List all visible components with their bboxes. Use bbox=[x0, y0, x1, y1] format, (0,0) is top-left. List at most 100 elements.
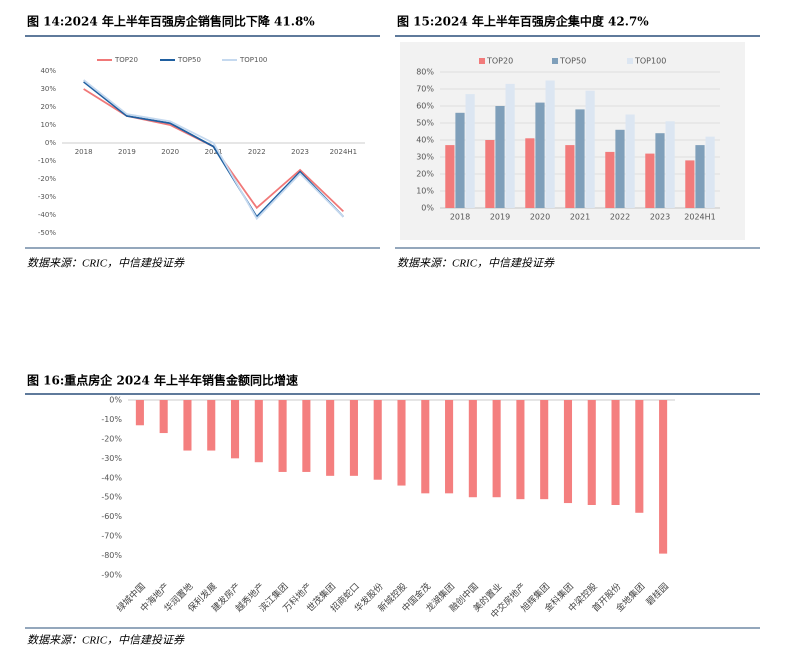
bar bbox=[565, 145, 575, 208]
bar bbox=[421, 400, 430, 494]
y-tick-label: -20% bbox=[38, 175, 56, 183]
legend-label: TOP100 bbox=[634, 57, 666, 66]
bar bbox=[492, 400, 501, 498]
bar bbox=[535, 102, 545, 208]
x-tick-label: 2022 bbox=[248, 148, 266, 156]
y-tick-label: -10% bbox=[101, 415, 122, 424]
bar bbox=[611, 400, 620, 505]
bar bbox=[575, 109, 585, 208]
y-tick-label: -30% bbox=[38, 193, 56, 201]
y-tick-label: 10% bbox=[40, 121, 56, 129]
x-tick-label: 2020 bbox=[161, 148, 179, 156]
bar bbox=[397, 400, 406, 486]
legend-label: TOP50 bbox=[559, 57, 586, 66]
y-tick-label: 20% bbox=[416, 170, 434, 179]
bar bbox=[665, 121, 675, 208]
bar bbox=[159, 400, 168, 434]
x-tick-label: 2023 bbox=[650, 213, 670, 222]
bar bbox=[563, 400, 573, 504]
y-tick-label: -10% bbox=[38, 157, 56, 165]
bar bbox=[655, 133, 665, 208]
x-tick-label: 2018 bbox=[450, 213, 470, 222]
bar bbox=[587, 400, 596, 505]
bar bbox=[445, 400, 454, 494]
y-tick-label: -40% bbox=[101, 473, 122, 482]
y-tick-label: 0% bbox=[421, 204, 434, 213]
y-tick-label: -90% bbox=[101, 571, 122, 580]
figure-title: 图 14:2024 年上半年百强房企销售同比下降 41.8% bbox=[27, 14, 315, 29]
line bbox=[83, 79, 344, 221]
bar bbox=[254, 400, 263, 463]
bar bbox=[635, 400, 644, 513]
x-tick-label: 碧桂园 bbox=[643, 580, 671, 608]
bar bbox=[659, 400, 668, 554]
x-tick-label: 2019 bbox=[118, 148, 136, 156]
bar bbox=[207, 400, 216, 451]
y-tick-label: 0% bbox=[109, 396, 122, 405]
y-tick-label: -80% bbox=[101, 551, 122, 560]
legend-label: TOP50 bbox=[177, 56, 201, 64]
x-tick-label: 2023 bbox=[291, 148, 309, 156]
legend-swatch bbox=[479, 58, 485, 64]
bar bbox=[445, 145, 455, 208]
bar bbox=[465, 94, 475, 208]
y-tick-label: 50% bbox=[416, 119, 434, 128]
bar bbox=[625, 114, 635, 208]
bar bbox=[455, 112, 465, 208]
bar bbox=[605, 151, 615, 208]
bar bbox=[278, 400, 287, 472]
figure-title: 图 15:2024 年上半年百强房企集中度 42.7% bbox=[397, 14, 649, 29]
y-tick-label: 40% bbox=[40, 67, 56, 75]
y-tick-label: -30% bbox=[101, 454, 122, 463]
bar bbox=[326, 400, 335, 476]
legend-swatch bbox=[627, 58, 633, 64]
y-tick-label: -20% bbox=[101, 434, 122, 443]
legend-label: TOP20 bbox=[114, 56, 138, 64]
y-tick-label: 30% bbox=[416, 153, 434, 162]
bar bbox=[373, 400, 382, 480]
figure-source: 数据来源：CRIC，中信建投证券 bbox=[27, 257, 185, 270]
x-tick-label: 2021 bbox=[205, 148, 223, 156]
x-tick-label: 2022 bbox=[610, 213, 630, 222]
bar bbox=[685, 160, 695, 208]
bar bbox=[695, 145, 705, 208]
x-tick-label: 2024H1 bbox=[684, 213, 715, 222]
legend-label: TOP100 bbox=[239, 56, 267, 64]
legend-swatch bbox=[552, 58, 558, 64]
y-tick-label: -50% bbox=[101, 493, 122, 502]
x-tick-label: 2020 bbox=[530, 213, 550, 222]
line bbox=[83, 81, 345, 219]
bar bbox=[495, 106, 505, 208]
y-tick-label: 30% bbox=[40, 85, 56, 93]
x-tick-label: 2024H1 bbox=[330, 148, 358, 156]
y-tick-label: 20% bbox=[40, 103, 56, 111]
y-tick-label: -50% bbox=[38, 229, 56, 237]
bar bbox=[615, 129, 625, 208]
x-tick-label: 2018 bbox=[75, 148, 93, 156]
y-tick-label: 70% bbox=[416, 85, 434, 94]
y-tick-label: 10% bbox=[416, 187, 434, 196]
bar bbox=[302, 400, 311, 472]
bar bbox=[705, 136, 715, 208]
bar bbox=[135, 400, 144, 426]
bar bbox=[545, 80, 555, 208]
y-tick-label: -40% bbox=[38, 211, 56, 219]
figure-title: 图 16:重点房企 2024 年上半年销售金额同比增速 bbox=[27, 373, 298, 388]
legend-label: TOP20 bbox=[486, 57, 513, 66]
bar bbox=[485, 140, 495, 208]
figure-source: 数据来源：CRIC，中信建投证券 bbox=[27, 634, 185, 647]
y-tick-label: 80% bbox=[416, 68, 434, 77]
bar bbox=[645, 153, 655, 208]
bar bbox=[540, 400, 549, 500]
x-tick-label: 2019 bbox=[490, 213, 510, 222]
bar bbox=[230, 400, 240, 459]
y-tick-label: 40% bbox=[416, 136, 434, 145]
y-tick-label: 0% bbox=[45, 139, 56, 147]
bar bbox=[516, 400, 525, 500]
y-tick-label: -70% bbox=[101, 532, 122, 541]
figure-source: 数据来源：CRIC，中信建投证券 bbox=[397, 257, 555, 270]
bar bbox=[585, 90, 595, 208]
y-tick-label: -60% bbox=[101, 512, 122, 521]
